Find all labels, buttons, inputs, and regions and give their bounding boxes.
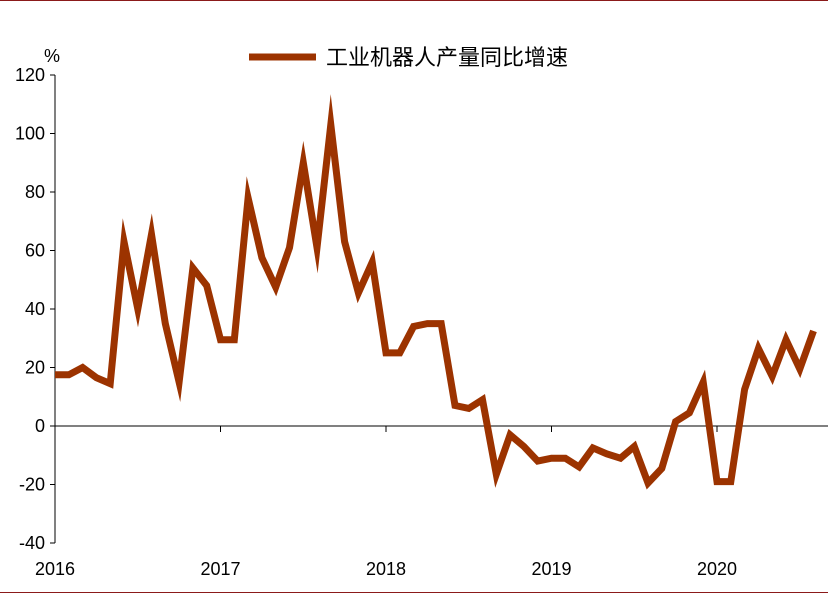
y-tick-label: -20 <box>19 475 45 495</box>
x-tick-label: 2019 <box>531 559 571 579</box>
x-tick-label: 2020 <box>697 559 737 579</box>
series-line <box>55 94 817 490</box>
x-tick-label: 2016 <box>35 559 75 579</box>
y-tick-label: 60 <box>25 241 45 261</box>
y-tick-label: 40 <box>25 299 45 319</box>
y-tick-label: 80 <box>25 182 45 202</box>
y-tick-label: 120 <box>15 65 45 85</box>
legend-label: 工业机器人产量同比增速 <box>326 46 568 71</box>
y-tick-label: 20 <box>25 358 45 378</box>
x-tick-label: 2017 <box>200 559 240 579</box>
x-tick-label: 2018 <box>366 559 406 579</box>
y-tick-label: -40 <box>19 533 45 553</box>
bottom-border <box>0 592 828 593</box>
y-unit-label: % <box>44 46 60 66</box>
top-border <box>0 0 828 1</box>
y-tick-label: 0 <box>35 416 45 436</box>
y-tick-label: 100 <box>15 124 45 144</box>
